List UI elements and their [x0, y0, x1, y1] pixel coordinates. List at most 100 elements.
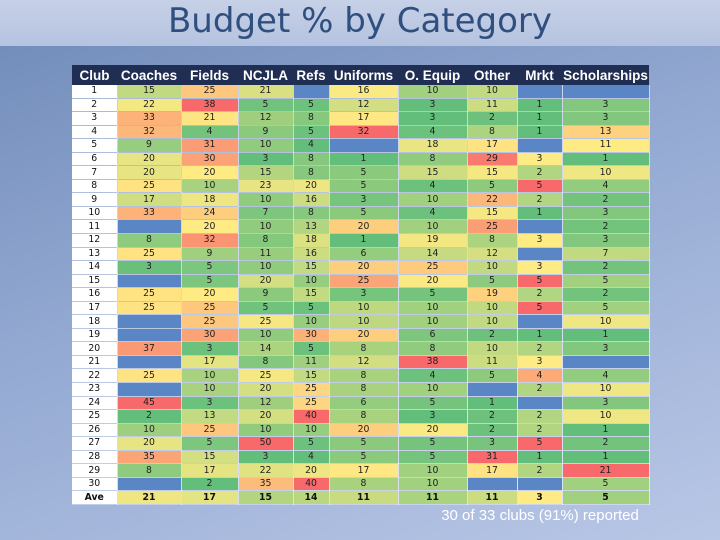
percent-cell: 25: [398, 260, 468, 275]
percent-cell: 40: [293, 477, 330, 492]
percent-cell: 3: [562, 233, 650, 248]
club-cell: 15: [72, 274, 118, 289]
percent-cell: 5: [329, 206, 399, 221]
percent-cell: 20: [329, 328, 399, 343]
table-row: 21 17 8 11 12 38 11 3: [72, 355, 650, 370]
percent-cell: 2: [517, 463, 563, 478]
percent-cell: 10: [562, 314, 650, 329]
percent-cell: 20: [238, 409, 294, 424]
percent-cell: 3: [117, 260, 182, 275]
percent-cell: 11: [293, 355, 330, 370]
percent-cell: 20: [329, 219, 399, 234]
percent-cell: 10: [238, 423, 294, 438]
percent-cell: 10: [293, 274, 330, 289]
percent-cell: 10: [467, 260, 518, 275]
percent-cell: 8: [329, 409, 399, 424]
percent-cell: 3: [181, 341, 239, 356]
table-row: 24 45 3 12 25 6 5 1 3: [72, 396, 650, 411]
percent-cell: 15: [293, 287, 330, 302]
percent-cell: 3: [517, 233, 563, 248]
column-header: Club: [72, 65, 117, 85]
percent-cell: 25: [117, 247, 182, 262]
table-row: 17 25 25 5 5 10 10 10 5 5: [72, 301, 650, 316]
percent-cell: 2: [181, 477, 239, 492]
percent-cell: 10: [238, 138, 294, 153]
percent-cell: 10: [238, 219, 294, 234]
club-cell: 3: [72, 111, 118, 126]
percent-cell: 20: [238, 274, 294, 289]
percent-cell: 50: [238, 436, 294, 451]
percent-cell: 2: [517, 423, 563, 438]
percent-cell: 3: [562, 341, 650, 356]
percent-cell: 7: [238, 206, 294, 221]
percent-cell: 15: [293, 260, 330, 275]
table-row: 1 15 25 21 16 10 10: [72, 85, 650, 99]
percent-cell: 25: [467, 219, 518, 234]
percent-cell: 20: [181, 165, 239, 180]
percent-cell: 3: [329, 192, 399, 207]
percent-cell: [117, 355, 182, 370]
club-cell: 9: [72, 192, 118, 207]
percent-cell: 1: [562, 152, 650, 167]
club-cell: 2: [72, 98, 118, 113]
percent-cell: 45: [117, 396, 182, 411]
percent-cell: 10: [398, 477, 468, 492]
average-row: Ave 21 17 15 14 11 11 11 3 5: [72, 490, 650, 505]
percent-cell: 17: [467, 463, 518, 478]
table-row: 19 30 10 30 20 6 2 1 1: [72, 328, 650, 343]
percent-cell: 5: [517, 301, 563, 316]
percent-cell: [517, 477, 563, 492]
table-row: 12 8 32 8 18 1 19 8 3 3: [72, 233, 650, 248]
percent-cell: [517, 314, 563, 329]
percent-cell: 5: [293, 98, 330, 113]
percent-cell: 37: [117, 341, 182, 356]
percent-cell: 25: [117, 179, 182, 194]
percent-cell: 8: [293, 111, 330, 126]
percent-cell: 30: [293, 328, 330, 343]
percent-cell: 10: [398, 219, 468, 234]
table-row: 5 9 31 10 4 18 17 11: [72, 138, 650, 153]
percent-cell: 16: [329, 85, 399, 99]
table-row: 22 25 10 25 15 8 4 5 4 4: [72, 368, 650, 384]
table-row: 25 2 13 20 40 8 3 2 2 10: [72, 409, 650, 424]
percent-cell: [117, 328, 182, 343]
percent-cell: 6: [329, 247, 399, 262]
percent-cell: 8: [238, 355, 294, 370]
percent-cell: 10: [467, 301, 518, 316]
column-header: Mrkt: [517, 65, 562, 85]
club-cell: 25: [72, 409, 118, 424]
percent-cell: 2: [117, 409, 182, 424]
percent-cell: 25: [181, 301, 239, 316]
club-cell: 24: [72, 396, 118, 411]
percent-cell: 5: [517, 274, 563, 289]
percent-cell: 10: [329, 301, 399, 316]
table-header-row: Club Coaches Fields NCJLA Refs Uniforms O. Equ…: [72, 65, 649, 85]
percent-cell: 15: [181, 450, 239, 465]
percent-cell: 20: [181, 287, 239, 302]
percent-cell: 5: [181, 260, 239, 275]
percent-cell: 20: [398, 423, 468, 438]
table-row: 4 32 4 9 5 32 4 8 1 13: [72, 125, 650, 140]
percent-cell: 17: [117, 192, 182, 207]
percent-cell: 4: [398, 125, 468, 140]
percent-cell: 5: [398, 287, 468, 302]
percent-cell: 12: [329, 355, 399, 370]
percent-cell: [467, 382, 518, 397]
percent-cell: 8: [293, 152, 330, 167]
table-row: 2 22 38 5 5 12 3 11 1 3: [72, 98, 650, 113]
percent-cell: 11: [467, 98, 518, 113]
percent-cell: 10: [398, 301, 468, 316]
percent-cell: 13: [181, 409, 239, 424]
percent-cell: 1: [517, 450, 563, 465]
club-cell: 21: [72, 355, 118, 370]
percent-cell: 20: [117, 152, 182, 167]
percent-cell: 18: [181, 192, 239, 207]
club-cell: 7: [72, 165, 118, 180]
percent-cell: 18: [398, 138, 468, 153]
table-row: 3 33 21 12 8 17 3 2 1 3: [72, 111, 650, 126]
percent-cell: [117, 314, 182, 329]
percent-cell: 5: [293, 301, 330, 316]
percent-cell: 4: [293, 138, 330, 153]
table-row: 11 20 10 13 20 10 25 2: [72, 219, 650, 234]
percent-cell: 25: [238, 314, 294, 329]
